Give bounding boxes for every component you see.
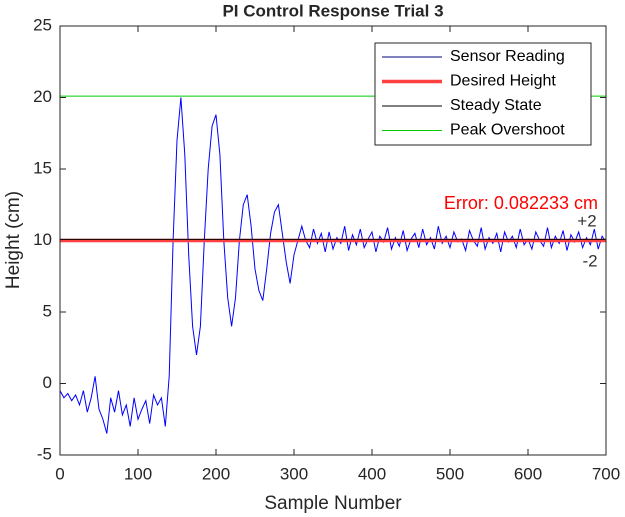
x-axis-label: Sample Number — [264, 493, 402, 514]
annotation: +2 — [577, 211, 596, 230]
legend-label: Peak Overshoot — [450, 122, 565, 139]
x-tick-label: 500 — [436, 464, 464, 483]
y-tick-label: 20 — [33, 87, 52, 106]
legend-label: Steady State — [450, 97, 542, 114]
x-tick-label: 400 — [358, 464, 386, 483]
annotation: Error: 0.082233 cm — [444, 193, 598, 213]
y-tick-label: 15 — [33, 158, 52, 177]
y-tick-label: -5 — [37, 444, 52, 463]
x-tick-label: 0 — [55, 464, 64, 483]
y-tick-label: 25 — [33, 15, 52, 34]
legend-box — [374, 42, 592, 146]
x-tick-label: 700 — [592, 464, 620, 483]
plot-frame — [59, 25, 607, 456]
series-line — [60, 97, 606, 434]
x-tick-label: 300 — [280, 464, 308, 483]
y-tick-label: 0 — [43, 373, 52, 392]
legend-label: Desired Height — [450, 73, 556, 90]
y-tick-label: 10 — [33, 230, 52, 249]
legend-label: Sensor Reading — [450, 48, 565, 65]
y-axis-label: Height (cm) — [3, 191, 24, 289]
x-tick-label: 600 — [514, 464, 542, 483]
y-tick-label: 5 — [43, 301, 52, 320]
annotation: -2 — [582, 251, 597, 270]
chart-title: PI Control Response Trial 3 — [222, 1, 443, 20]
x-tick-label: 100 — [124, 464, 152, 483]
x-tick-label: 200 — [202, 464, 230, 483]
